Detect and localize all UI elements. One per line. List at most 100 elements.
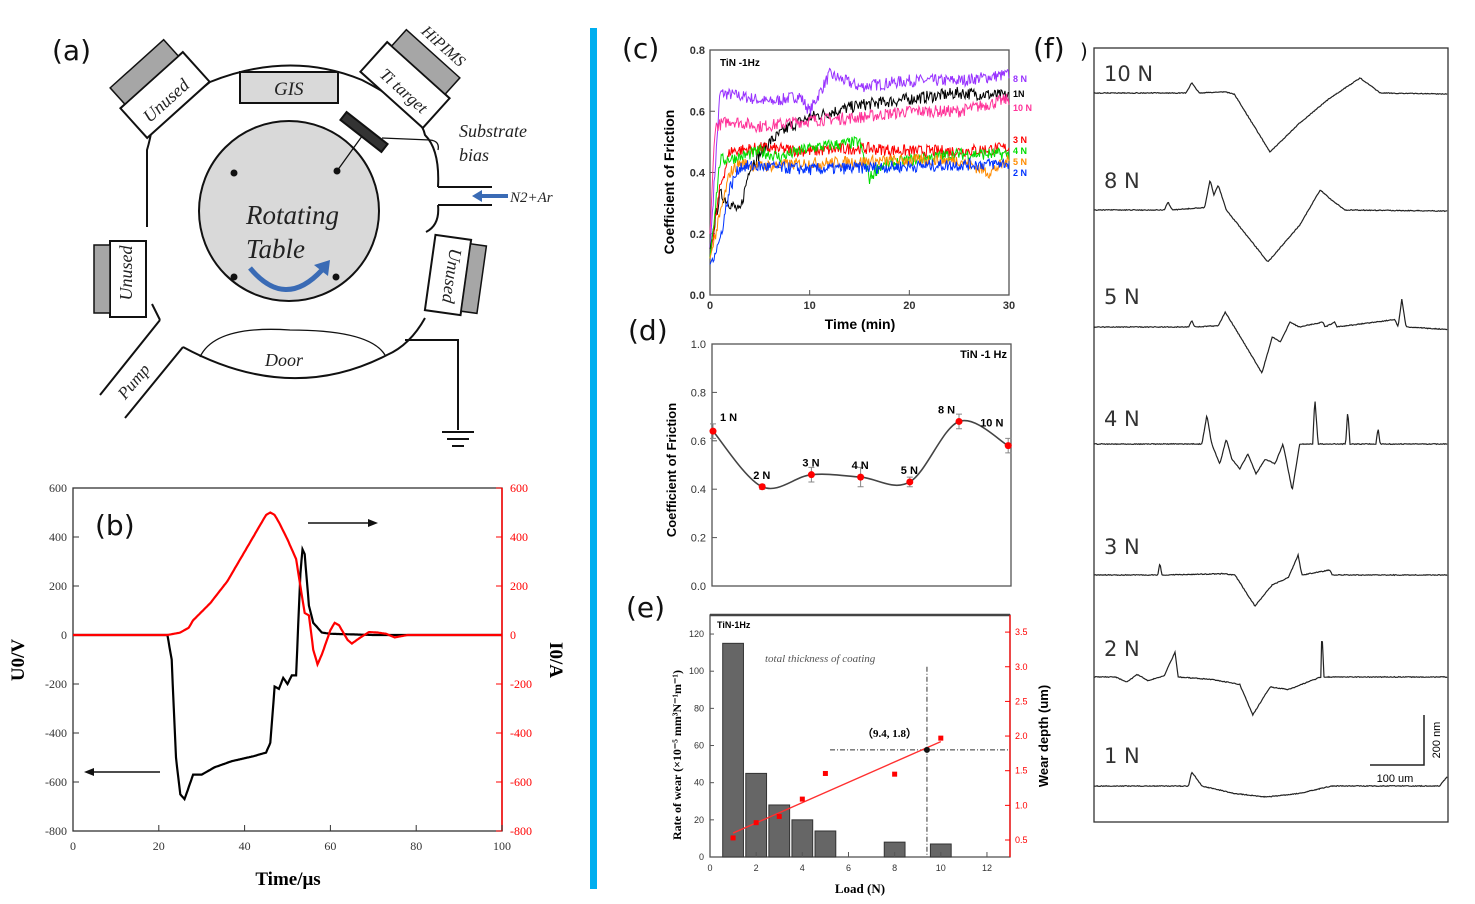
f-profile-line [1093,179,1448,263]
e-xtick-label: 4 [800,863,805,873]
e-marker-label: （9.4, 1.8） [862,727,917,740]
d-point-label: 4 N [852,460,869,472]
b-arrow-left-head [84,768,94,776]
panel-label-a: (a) [52,34,91,67]
d-ytick-label: 1.0 [691,339,706,351]
f-profile-line [1093,771,1448,798]
e-ytick-label: 20 [694,815,704,825]
port-hipims [358,28,461,130]
f-profile-label: 2 N [1104,637,1140,661]
d-point [857,473,865,481]
b-xtick-label: 20 [153,839,165,853]
f-profile-line [1093,401,1448,490]
door [199,328,386,358]
e-ytick-label: 100 [689,666,704,676]
f-profile-line [1093,552,1448,607]
gis-port [239,71,339,104]
f-profile-line [1093,641,1448,717]
panel-label-f-paren: ) [1080,39,1088,63]
e-xtick-label: 0 [707,863,712,873]
d-point-label: 1 N [720,412,737,424]
chamber-diagram [93,28,508,447]
c-ylabel: Coefficient of Friction [661,110,677,255]
d-ylabel: Coefficient of Friction [664,403,679,537]
d-frame [711,343,1012,587]
gis-label: GIS [274,79,304,100]
f-profile-label: 8 N [1104,169,1140,193]
e-title: TiN-1Hz [717,620,751,630]
d-ytick-label: 0.4 [691,484,706,496]
c-xtick-label: 20 [903,300,915,312]
b-xtick-label: 40 [239,839,251,853]
d-point-label: 2 N [753,470,770,482]
c-xlabel: Time (min) [825,316,896,332]
c-title: TiN -1Hz [720,58,760,69]
f-profile-line [1093,77,1448,153]
e-depth-point [938,735,944,741]
d-title: TiN -1 Hz [960,349,1007,361]
e-ytick-right-label: 3.0 [1015,662,1028,672]
gas-inlet [438,186,492,206]
e-ytick-label: 80 [694,703,704,713]
e-ytick-right-label: 1.0 [1015,800,1028,810]
b-xtick-label: 80 [410,839,422,853]
f-profile-label: 5 N [1104,285,1140,309]
pump-port [99,319,184,419]
rotation-arrow-head [314,260,330,276]
e-ytick-right-label: 1.5 [1015,766,1028,776]
d-point-label: 10 N [980,418,1003,430]
b-ytick-right-label: -400 [510,726,532,740]
panel-label-c: (c) [622,32,659,65]
f-scale-horizontal: 100 um [1377,773,1414,785]
c-xtick-label: 10 [804,300,816,312]
e-guide-lines [830,666,1010,857]
e-ytick-label: 120 [689,629,704,639]
e-depth-point [799,796,805,802]
gas-arrow-head [472,190,482,202]
c-ytick-label: 0.4 [690,168,706,180]
f-profile-label: 3 N [1104,535,1140,559]
c-series-label: 2 N [1013,168,1027,178]
d-point-label: 8 N [938,404,955,416]
b-ytick-label: -400 [45,726,67,740]
divider-bar [590,28,597,889]
f-frame [1093,47,1449,823]
b-ytick-label: 0 [61,628,67,642]
e-marker-point [923,746,930,753]
e-depth-point [892,771,898,777]
rotating-table [198,120,380,302]
e-depth-point [776,813,782,819]
c-series-line [709,86,1010,250]
c-series-line [709,67,1010,250]
c-series-line [709,157,1010,265]
c-ytick-label: 0.0 [690,290,705,302]
chamber-wall [146,64,440,380]
d-point [758,483,766,491]
b-ylabel-right: I0/A [545,642,566,678]
table-label-1: Rotating [245,200,339,230]
d-point [955,417,963,425]
port-unused-right [423,233,488,317]
port-unused-left [93,240,147,318]
c-series-label: 5 N [1013,157,1027,167]
b-ytick-right-label: 0 [510,628,516,642]
ground-wire [405,339,459,430]
d-ytick-label: 0.8 [691,387,706,399]
e-ytick-label: 0 [699,852,704,862]
substrate-holder [339,110,389,154]
c-ytick-label: 0.8 [690,45,705,57]
e-ylabel-right: Wear depth (um) [1036,685,1051,787]
b-ytick-label: 200 [49,579,67,593]
e-bar [791,819,814,858]
e-fit-line [732,740,942,834]
d-ytick-label: 0.0 [691,581,706,593]
d-point [807,471,815,479]
e-ytick-label: 60 [694,741,704,751]
e-ylabel: Rate of wear (×10⁻⁵ mm³N⁻¹m⁻¹) [670,670,684,840]
b-ytick-label: 600 [49,481,67,495]
e-ytick-right-label: 2.5 [1015,696,1028,706]
pump-label: Pump [113,360,154,403]
b-ytick-label: -600 [45,775,67,789]
